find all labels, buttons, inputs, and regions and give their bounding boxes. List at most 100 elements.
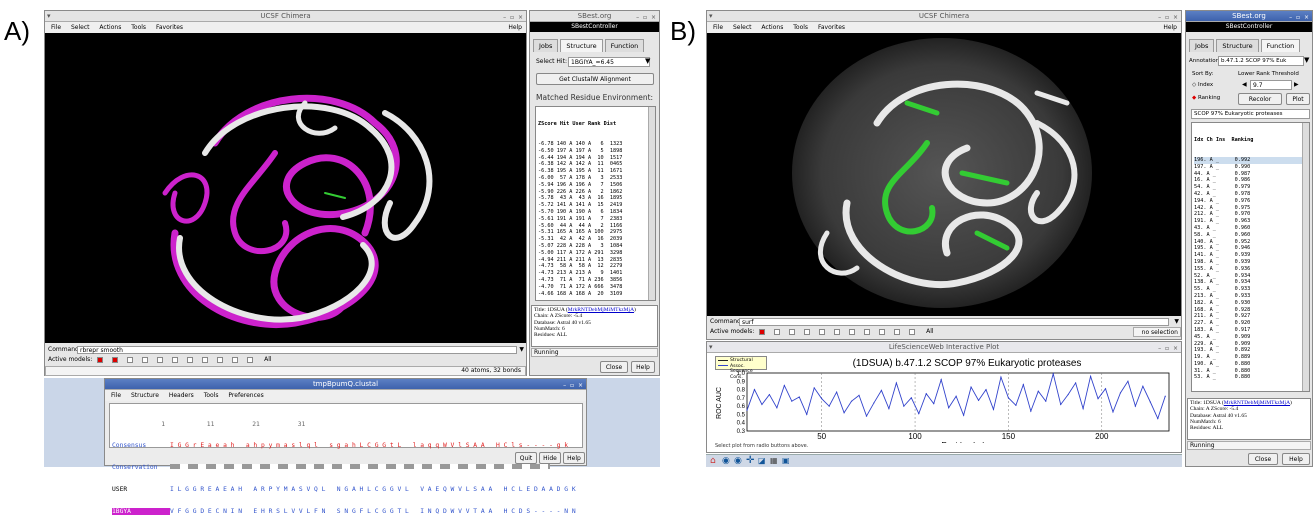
pan-icon[interactable]: ✛ xyxy=(746,455,755,466)
tab-function[interactable]: Function xyxy=(1260,39,1301,52)
list-row[interactable]: 45. A _ 0.909 xyxy=(1194,333,1251,340)
list-row[interactable]: 138. A _ 0.934 xyxy=(1194,279,1251,286)
back-icon[interactable]: ◉ xyxy=(722,456,730,466)
tab-jobs[interactable]: Jobs xyxy=(1189,39,1215,52)
list-row[interactable]: 58. A _ 0.960 xyxy=(1194,231,1251,238)
tab-structure[interactable]: Structure xyxy=(1216,39,1259,52)
forward-icon[interactable]: ◉ xyxy=(734,456,742,466)
active-models-checkboxes-b[interactable] xyxy=(759,328,926,335)
list-row[interactable]: 142. A _ 0.975 xyxy=(1194,204,1251,211)
list-row[interactable]: 195. A _ 0.946 xyxy=(1194,245,1251,252)
list-row[interactable]: 53. A _ 0.880 xyxy=(1194,374,1251,381)
list-row[interactable]: -5.90 226 A 226 A 2 1862 xyxy=(538,188,623,195)
menu-select[interactable]: Select xyxy=(70,24,90,31)
window-controls-icon[interactable]: – ▫ × xyxy=(636,14,657,21)
list-row[interactable]: -4.73 58 A 58 A 12 2279 xyxy=(538,263,623,270)
menu-file[interactable]: File xyxy=(713,24,724,31)
list-row[interactable]: 183. A _ 0.917 xyxy=(1194,326,1251,333)
command-input-b[interactable]: surf xyxy=(739,318,1169,326)
hide-button[interactable]: Hide xyxy=(539,452,561,464)
list-row[interactable]: -4.70 71 A 172 A 666 3478 xyxy=(538,283,623,290)
list-row[interactable]: 182. A _ 0.930 xyxy=(1194,299,1251,306)
window-controls-icon[interactable]: – ▫ × xyxy=(1158,14,1179,21)
chevron-down-icon[interactable]: ▼ xyxy=(1304,56,1310,64)
list-row[interactable]: -5.78 43 A 43 A 16 1895 xyxy=(538,195,623,202)
list-row[interactable]: -6.38 142 A 142 A 11 0465 xyxy=(538,161,623,168)
window-menu-icon[interactable]: ▾ xyxy=(709,343,713,351)
menu-tools[interactable]: Tools xyxy=(131,24,147,31)
help-button-a[interactable]: Help xyxy=(631,361,655,373)
get-clustalw-button[interactable]: Get ClustalW Alignment xyxy=(536,73,654,85)
tab-function[interactable]: Function xyxy=(604,39,645,52)
window-menu-icon[interactable]: ▾ xyxy=(709,12,713,20)
quit-button[interactable]: Quit xyxy=(515,452,537,464)
scrollbar[interactable] xyxy=(1302,123,1309,391)
close-button-a[interactable]: Close xyxy=(600,361,628,373)
threshold-input[interactable]: 9.7 xyxy=(1250,80,1292,90)
list-row[interactable]: -5.31 165 A 165 A 100 2975 xyxy=(538,229,623,236)
list-row[interactable]: 196. A _ 0.992 xyxy=(1194,156,1309,164)
active-all-label-a[interactable]: All xyxy=(264,356,272,363)
tab-structure[interactable]: Structure xyxy=(560,39,603,52)
list-row[interactable]: -5.60 44 A 44 A 2 1166 xyxy=(538,222,623,229)
chevron-down-icon[interactable]: ▼ xyxy=(645,57,651,65)
command-input-a[interactable]: rbrepr smooth xyxy=(77,346,517,354)
list-row[interactable]: -5.61 191 A 191 A 7 2383 xyxy=(538,215,623,222)
list-row[interactable]: 190. A _ 0.880 xyxy=(1194,360,1251,367)
list-row[interactable]: -5.07 228 A 228 A 3 1084 xyxy=(538,242,623,249)
threshold-decrement-icon[interactable]: ◀ xyxy=(1242,81,1247,88)
sort-ranking-radio[interactable]: ◆ Ranking xyxy=(1192,95,1220,101)
list-row[interactable]: -5.31 42 A 42 A 16 2039 xyxy=(538,236,623,243)
list-row[interactable]: 194. A _ 0.976 xyxy=(1194,197,1251,204)
menu-tools[interactable]: Tools xyxy=(203,392,219,399)
ranking-list[interactable]: Idx Ch Ins Ranking 196. A _ 0.992 197. A … xyxy=(1191,122,1310,392)
list-row[interactable]: -4.73 213 A 213 A 9 1401 xyxy=(538,270,623,277)
window-controls-icon[interactable]: – ▫ × xyxy=(503,14,524,21)
list-row[interactable]: 227. A _ 0.920 xyxy=(1194,320,1251,327)
plot-legend[interactable]: Structural Assoc. Sequence Cons. xyxy=(715,356,767,380)
configure-icon[interactable]: ▦ xyxy=(770,456,778,465)
window-controls-icon[interactable]: – ▫ × xyxy=(1289,14,1310,21)
legend-item-structural[interactable]: Structural Assoc. xyxy=(730,358,753,369)
list-row[interactable]: 198. A _ 0.939 xyxy=(1194,258,1251,265)
list-row[interactable]: 191. A _ 0.963 xyxy=(1194,218,1251,225)
list-row[interactable]: 141. A _ 0.939 xyxy=(1194,252,1251,259)
info-link-b[interactable]: MrkRNTDebMjMiMTkzMjA xyxy=(1223,400,1291,406)
list-row[interactable]: -5.00 117 A 172 A 291 3298 xyxy=(538,249,623,256)
list-row[interactable]: 31. A _ 0.880 xyxy=(1194,367,1251,374)
recolor-button[interactable]: Recolor xyxy=(1238,93,1282,105)
list-row[interactable]: -4.73 71 A 71 A 236 3856 xyxy=(538,276,623,283)
window-menu-icon[interactable]: ▾ xyxy=(47,12,51,20)
command-dropdown-icon[interactable]: ▼ xyxy=(1174,318,1179,325)
menu-help[interactable]: Help xyxy=(508,24,522,31)
menu-favorites[interactable]: Favorites xyxy=(817,24,846,31)
list-row[interactable]: -6.00 57 A 178 A 3 2533 xyxy=(538,174,623,181)
list-row[interactable]: -4.94 211 A 211 A 13 2835 xyxy=(538,256,623,263)
legend-item-sequence[interactable]: Sequence Cons. xyxy=(730,369,753,380)
list-row[interactable]: 19. A _ 0.889 xyxy=(1194,354,1251,361)
menu-structure[interactable]: Structure xyxy=(130,392,159,399)
list-row[interactable]: 16. A _ 0.986 xyxy=(1194,177,1251,184)
window-controls-icon[interactable]: – ▫ × xyxy=(563,382,584,389)
help-button-b[interactable]: Help xyxy=(1282,453,1310,465)
active-all-label-b[interactable]: All xyxy=(926,328,934,335)
list-row[interactable]: 197. A _ 0.990 xyxy=(1194,163,1251,170)
info-link-a[interactable]: MrkRNTDebMjMiMTkzMjA xyxy=(567,307,635,313)
menu-actions[interactable]: Actions xyxy=(99,24,122,31)
molecule-viewer-a[interactable] xyxy=(45,33,526,343)
list-row[interactable]: -4.66 168 A 168 A 20 3109 xyxy=(538,290,623,297)
list-row[interactable]: 213. A _ 0.933 xyxy=(1194,292,1251,299)
save-icon[interactable]: ▣ xyxy=(782,456,790,465)
list-row[interactable]: 212. A _ 0.970 xyxy=(1194,211,1251,218)
list-row[interactable]: 229. A _ 0.909 xyxy=(1194,340,1251,347)
list-row[interactable]: -5.72 141 A 141 A 15 2419 xyxy=(538,202,623,209)
menu-tools[interactable]: Tools xyxy=(793,24,809,31)
annotations-dropdown[interactable]: b.47.1.2 SCOP 97% Euk xyxy=(1218,56,1304,66)
command-dropdown-icon[interactable]: ▼ xyxy=(519,346,524,353)
window-controls-icon[interactable]: – ▫ × xyxy=(1158,345,1179,352)
menu-file[interactable]: File xyxy=(111,392,122,399)
list-row[interactable]: -6.50 197 A 197 A 5 1898 xyxy=(538,147,623,154)
zoom-icon[interactable]: ◪ xyxy=(758,456,766,465)
close-button-b[interactable]: Close xyxy=(1248,453,1278,465)
list-row[interactable]: -6.38 195 A 195 A 11 1671 xyxy=(538,168,623,175)
